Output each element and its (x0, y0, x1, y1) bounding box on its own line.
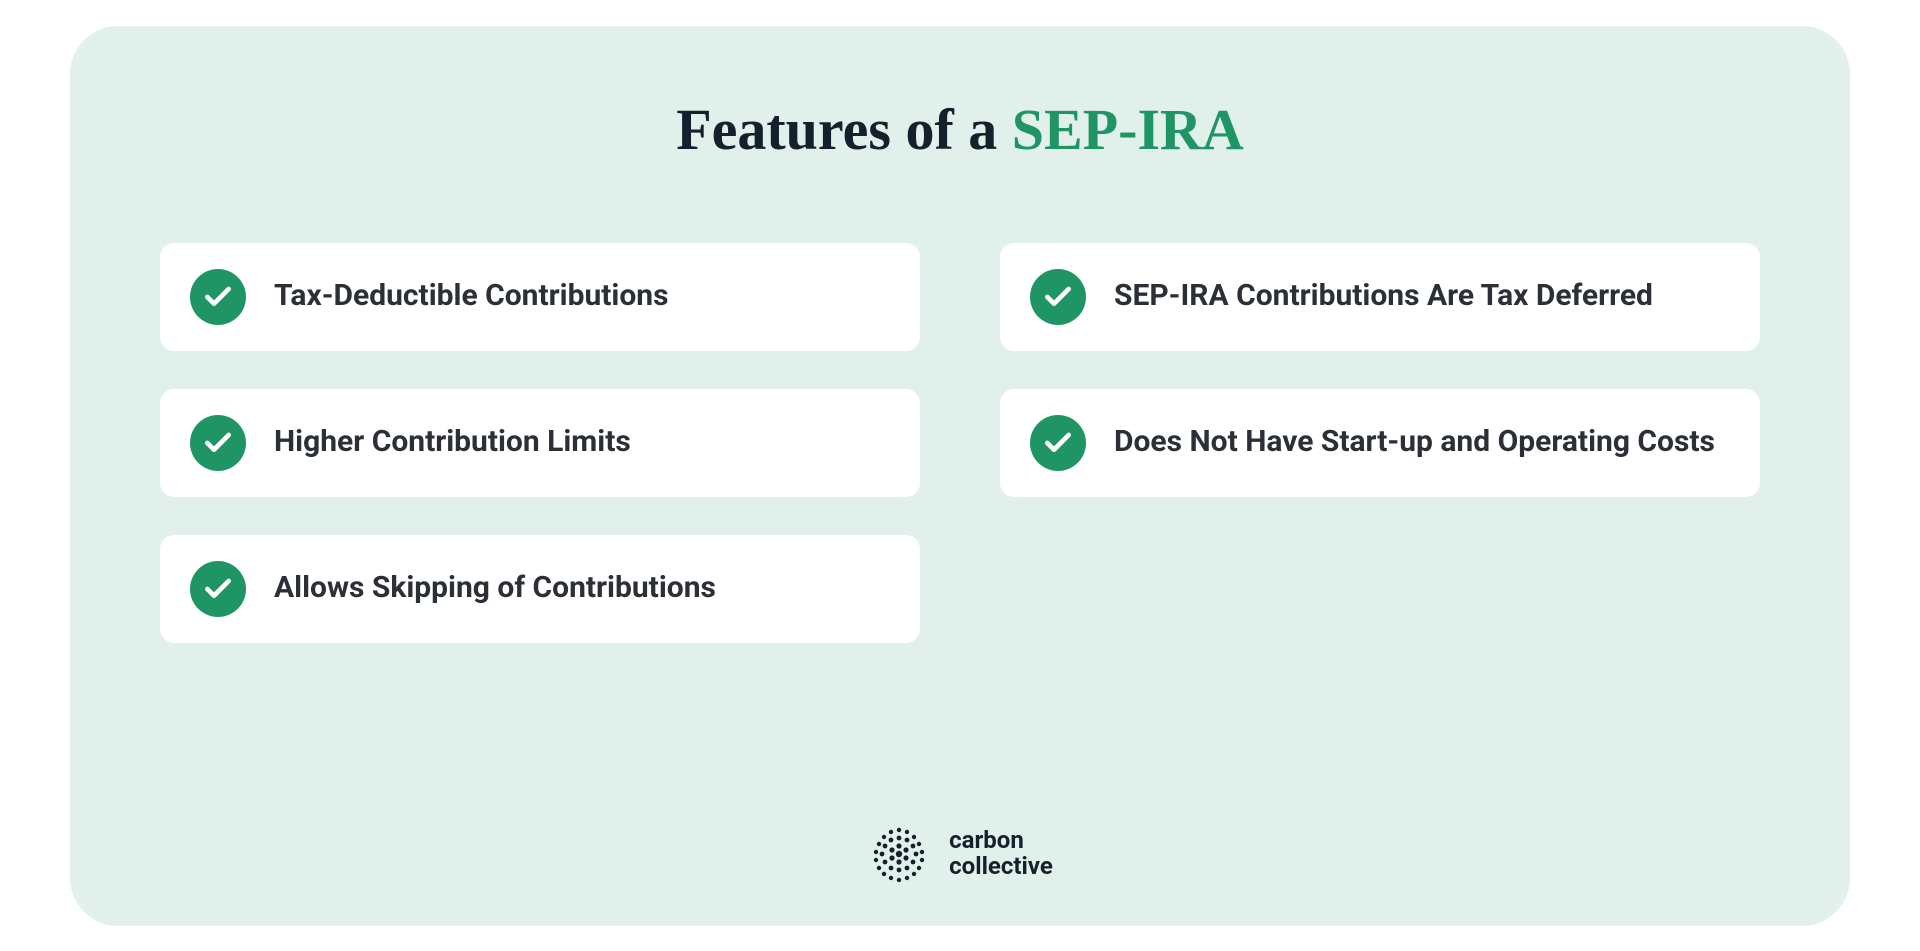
title-accent: SEP-IRA (1012, 97, 1244, 162)
feature-item: Allows Skipping of Contributions (160, 535, 920, 643)
feature-text: Higher Contribution Limits (274, 422, 631, 463)
feature-item: Tax-Deductible Contributions (160, 243, 920, 351)
brand-logo: carbon collective (867, 822, 1053, 886)
title-prefix: Features of a (676, 97, 1012, 162)
feature-column-right: SEP-IRA Contributions Are Tax Deferred D… (1000, 243, 1760, 812)
logo-line-1: carbon (949, 828, 1053, 853)
feature-item: Does Not Have Start-up and Operating Cos… (1000, 389, 1760, 497)
check-icon (190, 561, 246, 617)
feature-column-left: Tax-Deductible Contributions Higher Cont… (160, 243, 920, 812)
feature-text: SEP-IRA Contributions Are Tax Deferred (1114, 276, 1653, 317)
logo-text: carbon collective (949, 828, 1053, 878)
info-card: Features of a SEP-IRA Tax-Deductible Con… (70, 26, 1850, 926)
logo-mark-icon (867, 822, 931, 886)
feature-item: SEP-IRA Contributions Are Tax Deferred (1000, 243, 1760, 351)
logo-line-2: collective (949, 854, 1053, 879)
feature-item: Higher Contribution Limits (160, 389, 920, 497)
card-title: Features of a SEP-IRA (676, 96, 1244, 163)
feature-text: Tax-Deductible Contributions (274, 276, 669, 317)
feature-text: Does Not Have Start-up and Operating Cos… (1114, 422, 1715, 463)
feature-text: Allows Skipping of Contributions (274, 568, 716, 609)
check-icon (190, 269, 246, 325)
check-icon (1030, 415, 1086, 471)
check-icon (1030, 269, 1086, 325)
check-icon (190, 415, 246, 471)
feature-columns: Tax-Deductible Contributions Higher Cont… (160, 243, 1760, 812)
